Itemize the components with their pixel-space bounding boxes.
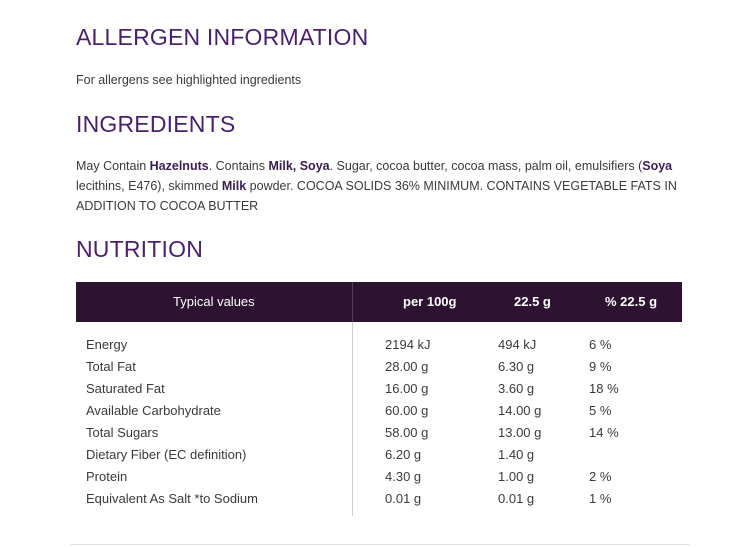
- value-percent: 2 %: [589, 469, 612, 484]
- value-percent: 6 %: [589, 337, 612, 352]
- nutrition-table: Typical values per 100g 22.5 g % 22.5 g …: [76, 282, 682, 518]
- value-percent: 14 %: [589, 425, 619, 440]
- nutrient-name: Protein: [86, 469, 128, 484]
- value-per-serving: 494 kJ: [498, 337, 537, 352]
- allergen-highlight: Soya: [642, 159, 673, 173]
- ingredients-segment: . Sugar, cocoa butter, cocoa mass, palm …: [329, 159, 643, 173]
- value-percent: 9 %: [589, 359, 612, 374]
- value-per-100g: 60.00 g: [385, 403, 429, 418]
- nutrient-name: Total Fat: [86, 359, 136, 374]
- nutrition-table-body: Energy 2194 kJ 494 kJ 6 % Total Fat 28.00 g 6.…: [76, 322, 682, 518]
- value-per-100g: 0.01 g: [385, 491, 422, 506]
- value-percent: 1 %: [589, 491, 612, 506]
- value-per-100g: 2194 kJ: [385, 337, 431, 352]
- value-percent: 18 %: [589, 381, 619, 396]
- nutrition-table-header: Typical values per 100g 22.5 g % 22.5 g: [76, 282, 682, 322]
- table-row: Dietary Fiber (EC definition) 6.20 g 1.40 …: [76, 444, 682, 466]
- table-row: Energy 2194 kJ 494 kJ 6 %: [76, 334, 682, 356]
- header-per-100g: per 100g: [403, 294, 457, 309]
- value-percent: 5 %: [589, 403, 612, 418]
- nutrient-name: Total Sugars: [86, 425, 159, 440]
- ingredients-text: May Contain Hazelnuts. Contains Milk, So…: [76, 156, 696, 216]
- header-per-serving: 22.5 g: [514, 294, 551, 309]
- table-row: Total Sugars 58.00 g 13.00 g 14 %: [76, 422, 682, 444]
- value-per-100g: 28.00 g: [385, 359, 429, 374]
- value-per-100g: 58.00 g: [385, 425, 429, 440]
- allergen-highlight: Hazelnuts: [149, 159, 209, 173]
- table-row: Saturated Fat 16.00 g 3.60 g 18 %: [76, 378, 682, 400]
- column-divider: [352, 322, 353, 516]
- header-percent-serving: % 22.5 g: [605, 294, 658, 309]
- value-per-serving: 1.40 g: [498, 447, 535, 462]
- allergen-highlight: Milk, Soya: [268, 159, 330, 173]
- nutrient-name: Available Carbohydrate: [86, 403, 221, 418]
- value-per-serving: 0.01 g: [498, 491, 535, 506]
- value-per-100g: 16.00 g: [385, 381, 429, 396]
- value-per-serving: 6.30 g: [498, 359, 535, 374]
- value-per-serving: 3.60 g: [498, 381, 535, 396]
- table-row: Equivalent As Salt *to Sodium 0.01 g 0.01 …: [76, 488, 682, 510]
- allergen-heading: ALLERGEN INFORMATION: [76, 24, 369, 50]
- value-per-serving: 1.00 g: [498, 469, 535, 484]
- ingredients-segment: . Contains: [208, 159, 269, 173]
- value-per-100g: 6.20 g: [385, 447, 422, 462]
- bottom-divider: [70, 544, 690, 545]
- ingredients-segment: powder. COCOA SOLIDS 36% MINIMUM. CONTAI…: [76, 179, 677, 213]
- nutrient-name: Saturated Fat: [86, 381, 165, 396]
- nutrient-name: Equivalent As Salt *to Sodium: [86, 491, 258, 506]
- nutrition-heading: NUTRITION: [76, 236, 204, 262]
- value-per-serving: 14.00 g: [498, 403, 542, 418]
- allergen-highlight: Milk: [221, 179, 247, 193]
- table-row: Protein 4.30 g 1.00 g 2 %: [76, 466, 682, 488]
- allergen-text: For allergens see highlighted ingredient…: [76, 73, 302, 87]
- table-row: Total Fat 28.00 g 6.30 g 9 %: [76, 356, 682, 378]
- nutrient-name: Dietary Fiber (EC definition): [86, 447, 247, 462]
- ingredients-heading: INGREDIENTS: [76, 111, 236, 137]
- nutrient-name: Energy: [86, 337, 128, 352]
- value-per-serving: 13.00 g: [498, 425, 542, 440]
- value-per-100g: 4.30 g: [385, 469, 422, 484]
- header-typical-values: Typical values: [173, 294, 255, 309]
- header-divider: [352, 282, 353, 322]
- ingredients-segment: lecithins, E476), skimmed: [76, 179, 222, 193]
- ingredients-segment: May Contain: [76, 159, 150, 173]
- table-row: Available Carbohydrate 60.00 g 14.00 g 5 %: [76, 400, 682, 422]
